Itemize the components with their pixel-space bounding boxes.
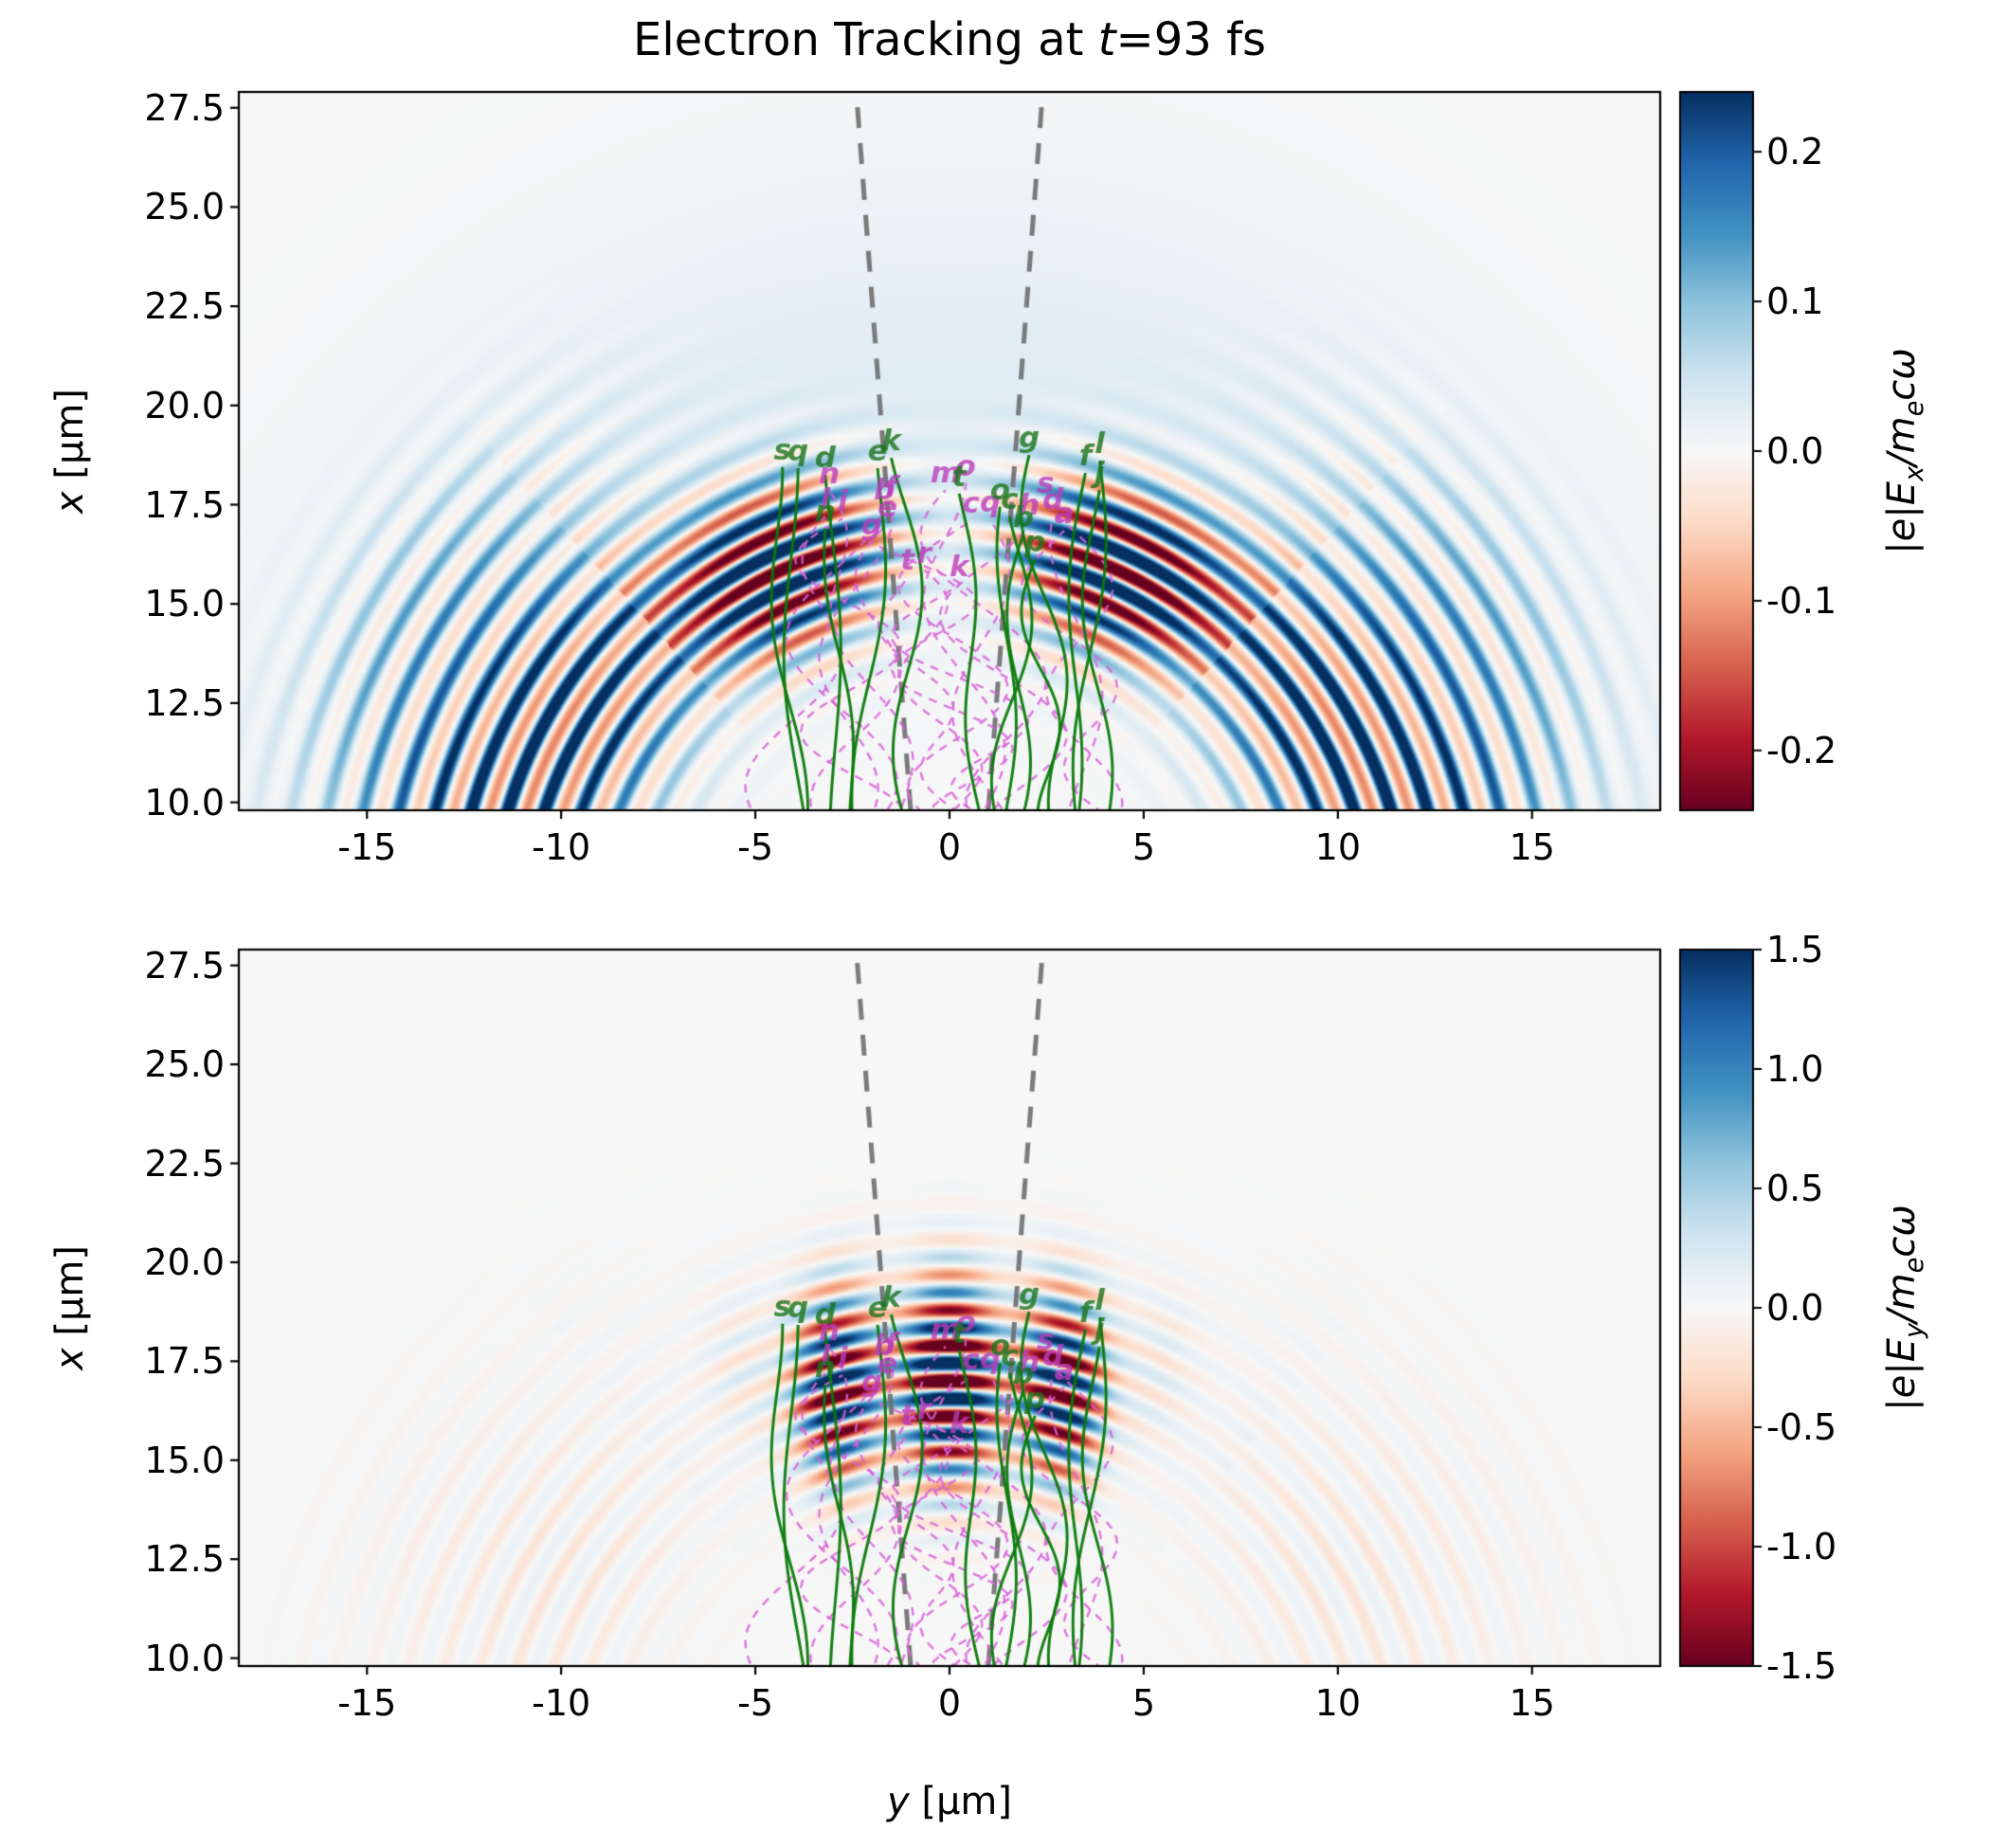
x-tick-label-top: 0 [937, 826, 962, 868]
x-tick-label-bottom: -15 [337, 1682, 397, 1724]
colorbar-ey-tick-label: 1.5 [1766, 929, 1824, 970]
y-axis-label-top: x [μm] [48, 389, 92, 514]
colorbar-ex-tick-label: 0.2 [1766, 131, 1824, 173]
x-tick-label-top: -5 [737, 826, 774, 868]
cb-ey-p1: |e|E [1880, 1337, 1924, 1411]
title-variable: t [1097, 13, 1116, 66]
x-tick-label-top: -15 [337, 826, 397, 868]
x-tick-label-bottom: 0 [937, 1682, 962, 1724]
title-suffix: =93 fs [1115, 13, 1266, 66]
colorbar-ey-tick-label: -0.5 [1766, 1406, 1837, 1448]
y-tick-label-bottom: 20.0 [144, 1241, 225, 1283]
y-tick-label-top: 25.0 [144, 186, 225, 228]
y-axis-label-unit: [μm] [48, 1244, 92, 1349]
x-tick-label-bottom: 5 [1131, 1682, 1155, 1724]
colorbar-ey-tick-label: 0.5 [1766, 1168, 1824, 1209]
cb-ex-p1: |e|E [1880, 480, 1924, 554]
colorbar-ex-tick-label: 0.0 [1766, 430, 1824, 472]
x-tick-label-top: 15 [1509, 826, 1555, 868]
colorbar-ey-tick-label: -1.0 [1766, 1526, 1837, 1567]
y-tick-label-top: 20.0 [144, 384, 225, 426]
cb-ex-p3: cω [1880, 348, 1924, 401]
y-tick-label-bottom: 25.0 [144, 1043, 225, 1086]
y-tick-label-bottom: 10.0 [144, 1637, 225, 1679]
y-axis-label-var: x [48, 1348, 92, 1371]
colorbar-ex-tick-label: -0.2 [1766, 729, 1837, 771]
y-axis-label-var: x [48, 491, 92, 515]
x-tick-label-top: 10 [1314, 826, 1361, 868]
x-axis-label-var: y [886, 1780, 910, 1823]
colorbar-ey-tick-label: -1.5 [1766, 1645, 1837, 1687]
y-tick-label-top: 10.0 [144, 781, 225, 824]
y-tick-label-top: 27.5 [144, 86, 225, 129]
x-tick-label-bottom: 15 [1509, 1682, 1555, 1724]
colorbar-ex-tick-label: 0.1 [1766, 281, 1824, 323]
cb-ex-s2: e [1900, 400, 1929, 417]
x-axis-label: y [μm] [887, 1780, 1012, 1823]
cb-ey-p3: cω [1880, 1205, 1924, 1258]
y-tick-label-top: 17.5 [144, 483, 225, 526]
x-tick-label-top: 5 [1131, 826, 1155, 868]
x-tick-label-top: -10 [532, 826, 591, 868]
plot-title: Electron Tracking at t=93 fs [239, 13, 1660, 66]
x-axis-label-unit: [μm] [909, 1780, 1013, 1823]
x-tick-label-bottom: -5 [737, 1682, 774, 1724]
y-tick-label-bottom: 12.5 [144, 1538, 225, 1581]
y-tick-label-top: 12.5 [144, 681, 225, 724]
y-axis-label-bottom: x [μm] [48, 1245, 92, 1370]
y-tick-label-bottom: 15.0 [144, 1439, 225, 1481]
x-tick-label-bottom: 10 [1314, 1682, 1361, 1724]
y-tick-label-top: 22.5 [144, 285, 225, 328]
y-tick-label-bottom: 17.5 [144, 1340, 225, 1383]
colorbar-ey-tick-label: 0.0 [1766, 1287, 1824, 1329]
y-axis-label-unit: [μm] [48, 388, 92, 492]
title-prefix: Electron Tracking at [632, 13, 1098, 66]
y-tick-label-bottom: 22.5 [144, 1142, 225, 1185]
x-tick-label-bottom: -10 [532, 1682, 591, 1724]
cb-ey-s2: e [1900, 1257, 1929, 1274]
y-tick-label-top: 15.0 [144, 583, 225, 625]
colorbar-ey-tick-label: 1.0 [1766, 1048, 1824, 1090]
y-tick-label-bottom: 27.5 [144, 944, 225, 987]
colorbar-ex-tick-label: -0.1 [1766, 579, 1837, 622]
